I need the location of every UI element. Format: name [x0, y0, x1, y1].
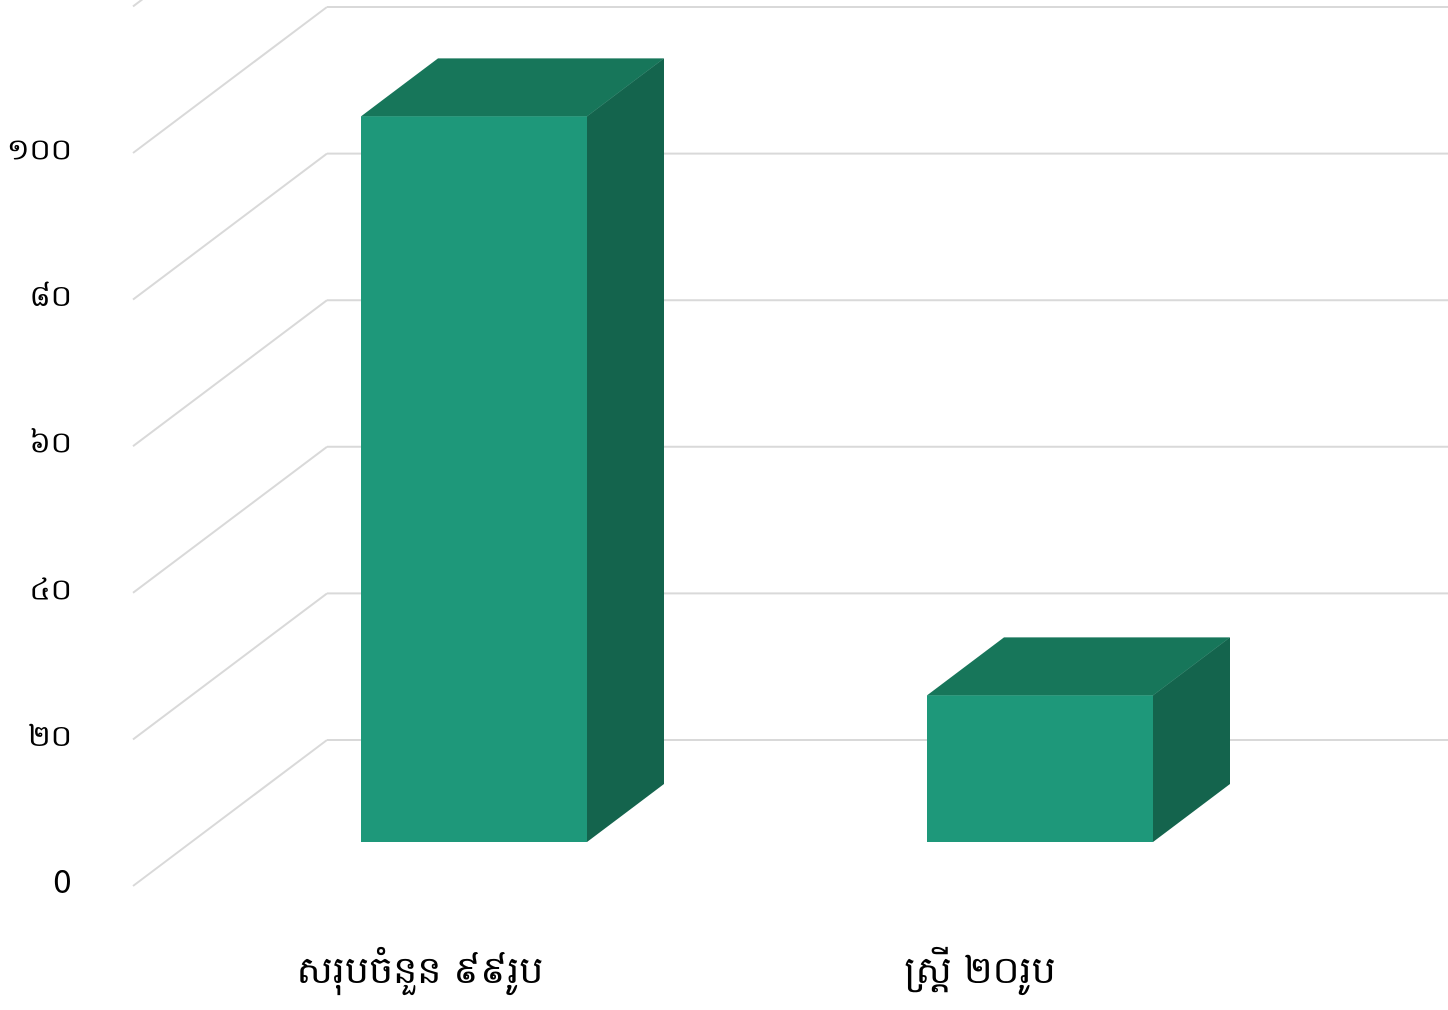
gridline-side — [132, 152, 328, 301]
gridline-side — [132, 6, 328, 154]
gridline-side — [132, 0, 144, 8]
bars — [361, 58, 1230, 842]
gridline-side — [132, 739, 328, 887]
y-tick-label: ១០០ — [7, 133, 72, 168]
bar-side-face — [587, 58, 664, 842]
gridline-side — [132, 592, 328, 741]
bar-front-face — [927, 695, 1153, 842]
bar-top-face — [361, 58, 664, 117]
y-axis-ticks: 0 ២០ ៤០ ៦០ ៨០ ១០០ — [7, 133, 72, 901]
y-tick-label: 0 — [53, 866, 72, 901]
y-tick-label: ៦០ — [30, 426, 72, 461]
gridline-side — [132, 299, 328, 447]
bar-front-face — [361, 116, 587, 842]
y-tick-label: ២០ — [28, 719, 72, 754]
y-tick-label: ៤០ — [30, 572, 72, 607]
bar — [927, 637, 1230, 842]
x-category-label: ស្ត្រី ២០រូប — [904, 946, 1055, 996]
bar-top-face — [927, 637, 1230, 696]
bar-side-face — [1153, 637, 1230, 842]
x-axis-labels: សរុបចំនួន ៩៩រូប ស្ត្រី ២០រូប — [297, 946, 1056, 996]
bar — [361, 58, 664, 842]
gridlines — [132, 0, 1448, 887]
gridline-side — [132, 446, 328, 594]
x-category-label: សរុបចំនួន ៩៩រូប — [297, 946, 544, 996]
y-tick-label: ៨០ — [30, 279, 72, 314]
